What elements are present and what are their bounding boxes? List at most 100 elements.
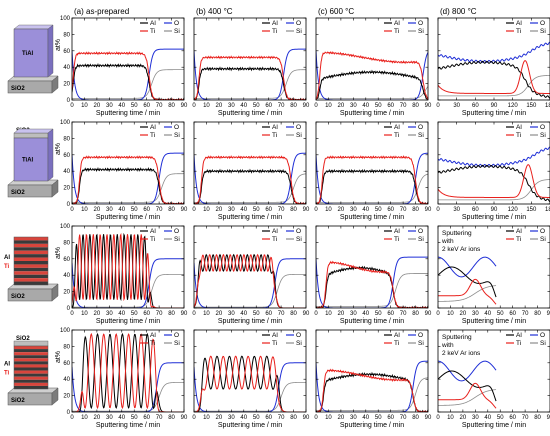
series-line-al <box>438 164 550 202</box>
x-axis-label: Sputtering time / min <box>340 422 404 429</box>
plot-frame <box>71 17 185 101</box>
x-axis-label: Sputtering time / min <box>218 318 282 325</box>
x-tick-label: 40 <box>362 207 369 213</box>
x-tick-label: 70 <box>278 415 285 421</box>
x-tick-label: 50 <box>375 103 382 109</box>
series-line-si <box>72 173 184 203</box>
multilayer-stripe <box>14 281 48 285</box>
sputter-note-line: with <box>441 238 454 245</box>
multilayer-stripe <box>14 373 48 377</box>
substrate-label: SiO2 <box>11 86 25 92</box>
series-line-al <box>438 60 550 99</box>
multilayer-stripe <box>14 271 48 275</box>
x-tick-label: 30 <box>228 103 235 109</box>
y-tick-label: 60 <box>63 49 70 55</box>
legend-label-al: Al <box>516 20 522 27</box>
x-tick-label: 20 <box>216 103 223 109</box>
y-tick-label: 0 <box>67 202 71 208</box>
series-group <box>316 50 428 100</box>
x-tick-label: 20 <box>338 311 345 317</box>
y-tick-label: 20 <box>63 290 70 296</box>
x-axis-label: Sputtering time / min <box>96 422 160 429</box>
series-group <box>72 232 184 308</box>
legend-label-al: Al <box>516 124 522 131</box>
x-tick-label: 0 <box>70 415 74 421</box>
multilayer-stripe <box>14 367 48 371</box>
legend-label-al: Al <box>394 332 400 339</box>
y-tick-label: 40 <box>63 273 70 279</box>
x-tick-label: 90 <box>181 103 188 109</box>
substrate-side <box>51 283 59 302</box>
x-tick-label: 30 <box>228 311 235 317</box>
legend-label-o: O <box>540 20 545 27</box>
x-tick-label: 30 <box>106 311 113 317</box>
x-tick-label: 20 <box>94 415 101 421</box>
x-tick-label: 80 <box>168 415 175 421</box>
panel-r2-c2: 0 10 20 30 40 50 60 70 80 90 Sputtering time / min… <box>314 225 432 325</box>
legend-label-si: Si <box>418 236 424 243</box>
series-line-ti <box>438 60 550 94</box>
x-tick-label: 120 <box>508 207 519 213</box>
plot-frame <box>437 121 550 205</box>
legend-label-al: Al <box>394 124 400 131</box>
series-group <box>72 48 184 100</box>
x-tick-label: 30 <box>472 311 479 317</box>
x-axis-label: Sputtering time / min <box>218 110 282 117</box>
x-tick-label: 20 <box>94 311 101 317</box>
multilayer-stripe <box>14 250 48 255</box>
legend-label-al: Al <box>516 332 522 339</box>
y-tick-label: 100 <box>60 328 71 334</box>
film-side <box>47 128 54 182</box>
x-axis-label: Sputtering time / min <box>462 422 526 429</box>
multilayer-stripe <box>14 361 48 365</box>
series-line-ti <box>194 155 306 204</box>
schematic-multilayer: SiO2 Al Ti <box>4 236 59 302</box>
x-tick-label: 10 <box>203 207 210 213</box>
x-tick-label: 50 <box>131 311 138 317</box>
x-tick-label: 50 <box>253 103 260 109</box>
x-tick-label: 30 <box>228 207 235 213</box>
x-tick-label: 40 <box>118 311 125 317</box>
ti-layer-label: Ti <box>4 371 10 377</box>
legend-label-si: Si <box>174 132 180 139</box>
x-tick-label: 0 <box>192 207 196 213</box>
x-axis-label: Sputtering time / min <box>218 214 282 221</box>
column-title: (b) 400 °C <box>196 7 233 16</box>
panel-r3-c1: 0 10 20 30 40 50 60 70 80 90 Sputtering time / min… <box>192 329 310 429</box>
x-tick-label: 40 <box>240 311 247 317</box>
series-group <box>316 360 428 412</box>
multilayer-stripe <box>14 358 48 362</box>
series-group <box>438 256 497 305</box>
legend-label-ti: Ti <box>150 340 155 347</box>
substrate-label: SiO2 <box>11 190 25 196</box>
series-line-o <box>316 50 428 100</box>
legend-label-ti: Ti <box>150 28 155 35</box>
series-line-si <box>316 86 428 99</box>
legend-label-si: Si <box>540 236 546 243</box>
series-line-ti <box>316 155 428 204</box>
x-tick-label: 30 <box>453 103 460 109</box>
panel-r3-c3: 0 10 20 30 40 50 60 70 80 90 Sputtering time / min… <box>436 329 550 429</box>
legend-label-al: Al <box>394 228 400 235</box>
legend-label-ti: Ti <box>150 132 155 139</box>
series-line-si <box>316 273 428 307</box>
plot-frame <box>71 329 185 413</box>
x-tick-label: 60 <box>143 415 150 421</box>
x-tick-label: 80 <box>168 311 175 317</box>
series-group <box>316 256 428 308</box>
x-tick-label: 90 <box>181 207 188 213</box>
column-title: (d) 800 °C <box>440 7 477 16</box>
legend-label-si: Si <box>296 340 302 347</box>
multilayer-stripe <box>14 376 48 380</box>
x-tick-label: 10 <box>81 103 88 109</box>
series-line-al <box>438 370 497 402</box>
plot-frame <box>315 225 429 309</box>
series-line-o <box>316 152 428 204</box>
series-group <box>438 146 550 202</box>
legend-label-ti: Ti <box>394 132 399 139</box>
series-line-ti <box>72 332 184 412</box>
legend-label-al: Al <box>150 124 156 131</box>
film-top <box>13 128 54 134</box>
sputter-note-line: Sputtering <box>442 230 472 237</box>
x-tick-label: 80 <box>290 103 297 109</box>
